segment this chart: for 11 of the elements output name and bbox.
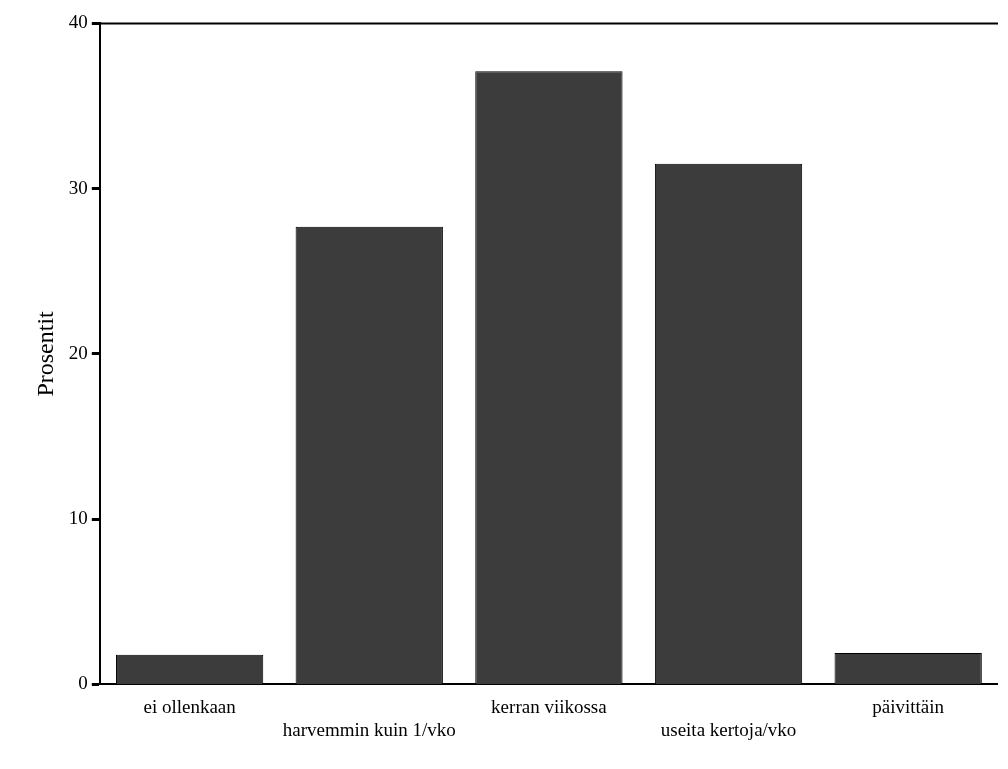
x-tick-label: päivittäin — [872, 695, 945, 717]
y-tick-label: 40 — [68, 11, 88, 33]
x-tick-label: harvemmin kuin 1/vko — [282, 718, 456, 740]
y-tick-label: 20 — [68, 341, 88, 363]
x-tick-label: ei ollenkaan — [143, 695, 237, 717]
y-tick-label: 10 — [68, 507, 88, 529]
x-tick-label: kerran viikossa — [491, 695, 608, 717]
x-tick-label: useita kertoja/vko — [660, 718, 797, 740]
y-tick-label: 30 — [68, 176, 88, 198]
y-axis-title: Prosentit — [31, 310, 58, 397]
y-tick-label: 0 — [78, 672, 88, 694]
